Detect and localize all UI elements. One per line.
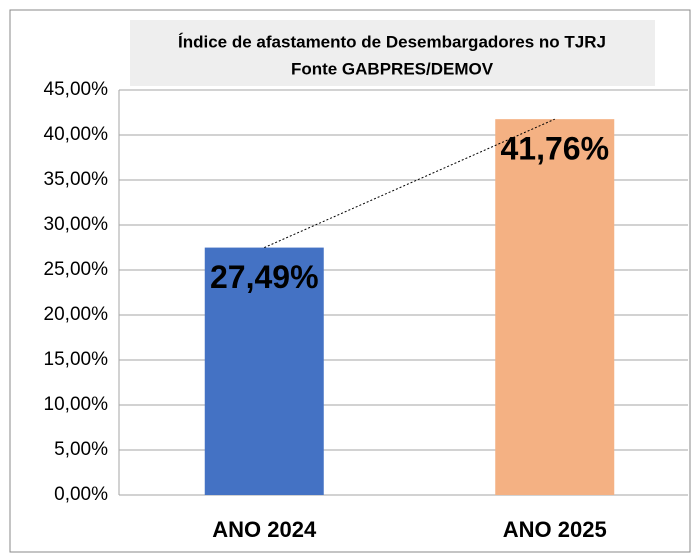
- bar: [204, 247, 324, 495]
- value-label: 27,49%: [210, 259, 319, 295]
- y-tick-label: 20,00%: [44, 304, 109, 325]
- value-label: 41,76%: [500, 131, 609, 167]
- chart-subtitle: Fonte GABPRES/DEMOV: [291, 59, 494, 78]
- x-tick-label: ANO 2025: [503, 517, 607, 542]
- y-tick-label: 10,00%: [44, 394, 109, 415]
- y-tick-label: 30,00%: [44, 214, 109, 235]
- y-tick-label: 25,00%: [44, 259, 109, 280]
- bar: [495, 119, 615, 495]
- y-tick-label: 35,00%: [44, 169, 109, 190]
- y-tick-label: 5,00%: [54, 439, 108, 460]
- x-tick-label: ANO 2024: [212, 517, 317, 542]
- y-tick-label: 40,00%: [44, 124, 109, 145]
- y-tick-label: 45,00%: [44, 79, 109, 100]
- y-tick-label: 15,00%: [44, 349, 109, 370]
- title-box: [130, 20, 655, 86]
- trendline: [264, 118, 555, 249]
- y-tick-label: 0,00%: [54, 484, 108, 505]
- chart-title: Índice de afastamento de Desembargadores…: [178, 32, 606, 51]
